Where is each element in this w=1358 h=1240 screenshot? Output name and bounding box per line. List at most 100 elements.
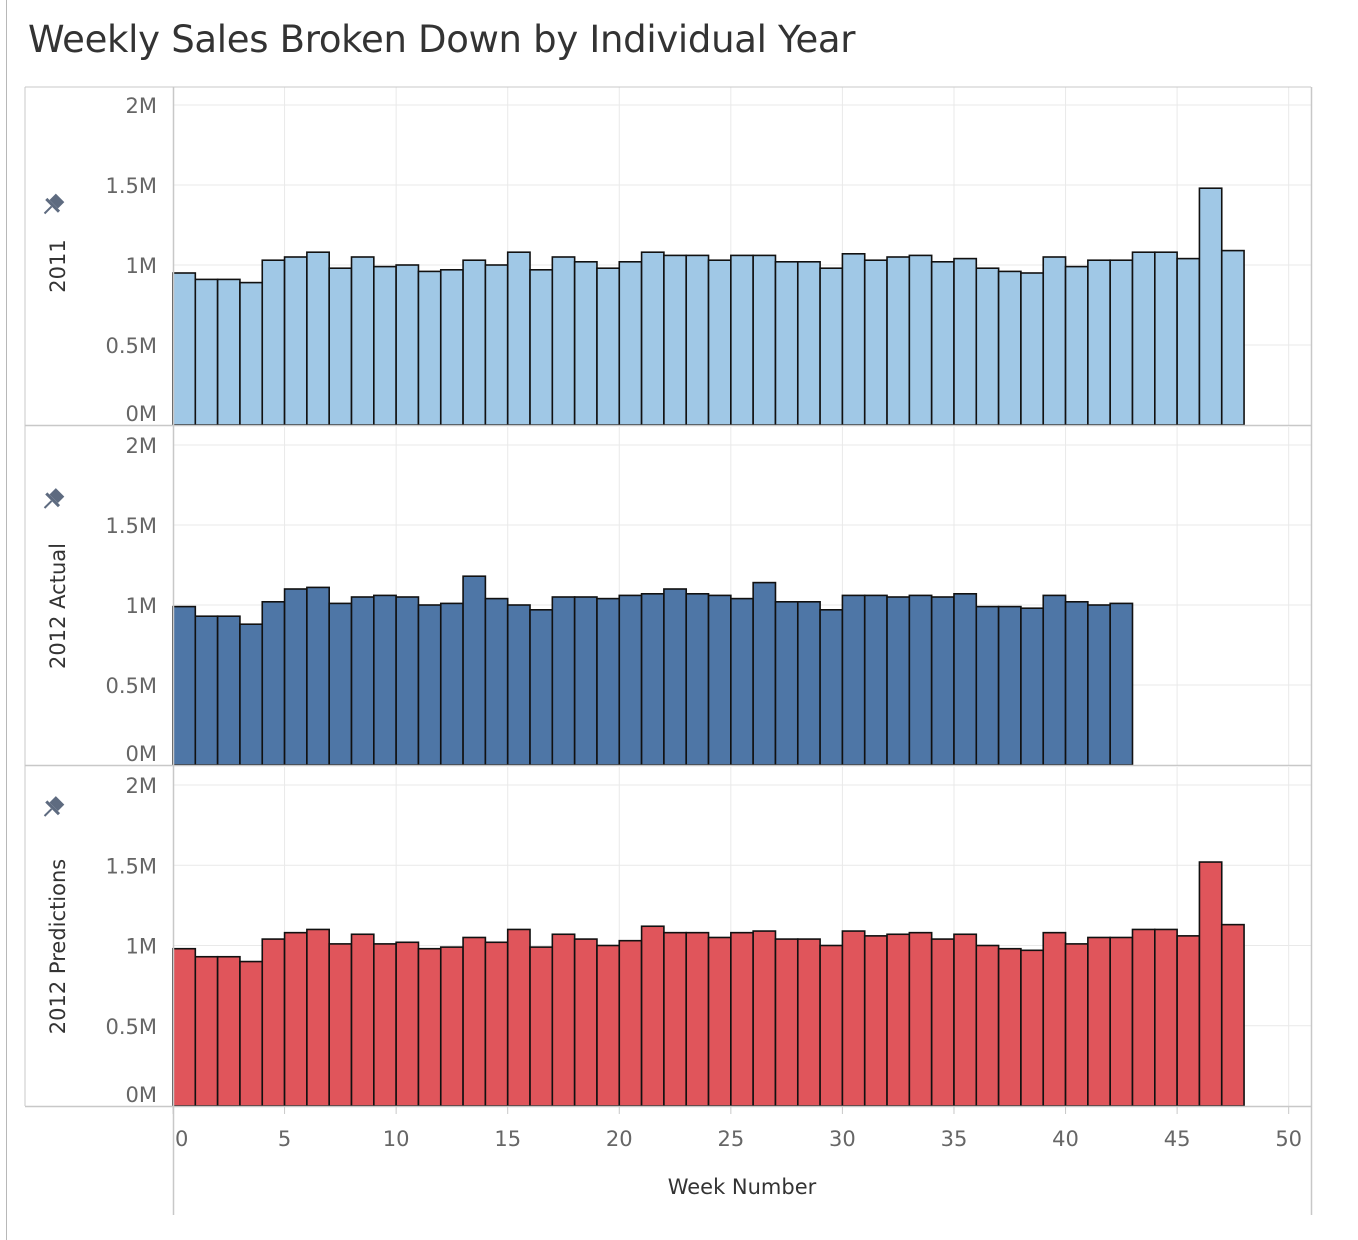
bar-2011-week-20[interactable] bbox=[618, 260, 643, 426]
bar-2012-predictions-week-24[interactable] bbox=[707, 936, 732, 1107]
bar-2011-week-9[interactable] bbox=[373, 265, 397, 426]
bar-2012-actual-week-12[interactable] bbox=[439, 602, 464, 766]
bar-2011-week-11[interactable] bbox=[417, 270, 442, 426]
bar-2012-predictions-week-7[interactable] bbox=[328, 943, 353, 1107]
bar-2012-actual-week-35[interactable] bbox=[953, 592, 978, 766]
bar-2012-predictions-week-18[interactable] bbox=[573, 938, 598, 1107]
bar-2011-week-35[interactable] bbox=[953, 257, 978, 426]
bar-2011-week-4[interactable] bbox=[261, 259, 286, 426]
bar-2011-week-23[interactable] bbox=[685, 254, 710, 426]
pin-icon[interactable] bbox=[38, 486, 66, 514]
bar-2012-predictions-week-27[interactable] bbox=[774, 938, 799, 1107]
bar-2011-week-7[interactable] bbox=[328, 267, 353, 426]
bar-2011-week-44[interactable] bbox=[1154, 251, 1178, 426]
bar-2012-predictions-week-42[interactable] bbox=[1109, 936, 1134, 1107]
bar-2011-week-34[interactable] bbox=[930, 260, 955, 426]
bar-2011-week-12[interactable] bbox=[439, 268, 464, 426]
bar-2012-actual-week-8[interactable] bbox=[350, 596, 375, 766]
bar-2012-actual-week-21[interactable] bbox=[640, 592, 665, 766]
bar-2012-predictions-week-47[interactable] bbox=[1220, 923, 1245, 1107]
bar-2012-actual-week-39[interactable] bbox=[1042, 594, 1067, 766]
bar-2012-actual-week-10[interactable] bbox=[395, 596, 420, 766]
bar-2011-week-31[interactable] bbox=[863, 259, 888, 426]
bar-2012-actual-week-22[interactable] bbox=[663, 588, 688, 766]
bar-2011-week-33[interactable] bbox=[908, 254, 933, 426]
bar-2011-week-15[interactable] bbox=[506, 251, 531, 426]
bar-2012-predictions-week-43[interactable] bbox=[1131, 928, 1156, 1107]
bar-2012-actual-week-13[interactable] bbox=[462, 575, 487, 766]
pin-icon[interactable] bbox=[38, 192, 66, 220]
bar-2012-predictions-week-19[interactable] bbox=[596, 944, 621, 1107]
bar-2011-week-39[interactable] bbox=[1042, 256, 1067, 426]
bar-2012-actual-week-20[interactable] bbox=[618, 594, 643, 766]
bar-2011-week-42[interactable] bbox=[1109, 259, 1134, 426]
bar-2011-week-17[interactable] bbox=[551, 256, 576, 426]
bar-2012-actual-week-18[interactable] bbox=[573, 596, 598, 766]
bar-2012-actual-week-23[interactable] bbox=[685, 592, 710, 766]
bar-2012-predictions-week-26[interactable] bbox=[752, 930, 777, 1107]
bar-2012-predictions-week-16[interactable] bbox=[529, 946, 554, 1107]
bar-2011-week-29[interactable] bbox=[819, 267, 844, 426]
bar-2012-predictions-week-6[interactable] bbox=[306, 928, 330, 1107]
bar-2012-predictions-week-39[interactable] bbox=[1042, 931, 1067, 1107]
bar-2011-week-40[interactable] bbox=[1064, 265, 1089, 426]
bar-2012-actual-week-42[interactable] bbox=[1109, 602, 1134, 766]
bar-2012-predictions-week-35[interactable] bbox=[953, 933, 978, 1107]
bar-2012-actual-week-16[interactable] bbox=[529, 608, 554, 766]
bar-2012-predictions-week-41[interactable] bbox=[1087, 936, 1111, 1107]
bar-2012-actual-week-26[interactable] bbox=[752, 581, 777, 766]
pin-icon[interactable] bbox=[38, 794, 66, 822]
bar-2012-actual-week-1[interactable] bbox=[194, 615, 219, 766]
bar-2012-actual-week-33[interactable] bbox=[908, 594, 933, 766]
bar-2012-predictions-week-21[interactable] bbox=[640, 925, 665, 1107]
bar-2012-predictions-week-8[interactable] bbox=[350, 933, 375, 1107]
bar-2011-week-21[interactable] bbox=[640, 251, 665, 426]
bar-2012-predictions-week-45[interactable] bbox=[1176, 935, 1201, 1107]
bar-2011-week-22[interactable] bbox=[663, 254, 688, 426]
bar-2012-actual-week-30[interactable] bbox=[841, 594, 866, 766]
bar-2012-actual-week-17[interactable] bbox=[551, 596, 576, 766]
bar-2012-actual-week-2[interactable] bbox=[216, 615, 241, 766]
bar-2012-actual-week-37[interactable] bbox=[997, 605, 1022, 766]
bar-2012-predictions-week-15[interactable] bbox=[506, 928, 531, 1107]
bar-2012-predictions-week-37[interactable] bbox=[997, 947, 1022, 1107]
bar-2012-actual-week-15[interactable] bbox=[506, 604, 531, 766]
bar-2012-predictions-week-20[interactable] bbox=[618, 939, 643, 1107]
bar-2012-predictions-week-32[interactable] bbox=[886, 933, 911, 1107]
bar-2012-predictions-week-30[interactable] bbox=[841, 930, 866, 1107]
bar-2011-week-47[interactable] bbox=[1220, 249, 1245, 426]
bar-2012-predictions-week-31[interactable] bbox=[863, 935, 888, 1107]
bar-2011-week-46[interactable] bbox=[1198, 187, 1223, 426]
bar-2011-week-16[interactable] bbox=[529, 268, 554, 426]
bar-2011-week-14[interactable] bbox=[484, 264, 509, 426]
bar-2011-week-1[interactable] bbox=[194, 278, 219, 426]
bar-2012-actual-week-9[interactable] bbox=[373, 594, 397, 766]
bar-2012-actual-week-25[interactable] bbox=[730, 597, 754, 766]
bar-2012-actual-week-11[interactable] bbox=[417, 604, 442, 766]
bar-2012-actual-week-24[interactable] bbox=[707, 594, 732, 766]
bar-2011-week-8[interactable] bbox=[350, 256, 375, 426]
bar-2011-week-26[interactable] bbox=[752, 254, 777, 426]
bar-2011-week-41[interactable] bbox=[1087, 259, 1111, 426]
bar-2012-actual-week-29[interactable] bbox=[819, 608, 844, 766]
bar-2011-week-24[interactable] bbox=[707, 259, 732, 426]
bar-2012-predictions-week-9[interactable] bbox=[373, 943, 397, 1107]
bar-2012-predictions-week-36[interactable] bbox=[975, 944, 1000, 1107]
bar-2011-week-3[interactable] bbox=[239, 281, 264, 426]
bar-2011-week-36[interactable] bbox=[975, 267, 1000, 426]
bar-2011-week-0[interactable] bbox=[172, 272, 197, 426]
bar-2012-predictions-week-23[interactable] bbox=[685, 931, 710, 1107]
bar-2011-week-19[interactable] bbox=[596, 267, 621, 426]
bar-2012-actual-week-41[interactable] bbox=[1087, 604, 1111, 766]
bar-2012-predictions-week-4[interactable] bbox=[261, 938, 286, 1107]
bar-2012-predictions-week-14[interactable] bbox=[484, 941, 509, 1107]
bar-2011-week-6[interactable] bbox=[306, 251, 330, 426]
bar-2012-actual-week-4[interactable] bbox=[261, 600, 286, 766]
bar-2011-week-30[interactable] bbox=[841, 253, 866, 426]
bar-2011-week-10[interactable] bbox=[395, 264, 420, 426]
bar-2011-week-37[interactable] bbox=[997, 270, 1022, 426]
bar-2012-actual-week-31[interactable] bbox=[863, 594, 888, 766]
bar-2012-predictions-week-22[interactable] bbox=[663, 931, 688, 1107]
bar-2012-actual-week-19[interactable] bbox=[596, 597, 621, 766]
bar-2012-predictions-week-3[interactable] bbox=[239, 960, 264, 1107]
